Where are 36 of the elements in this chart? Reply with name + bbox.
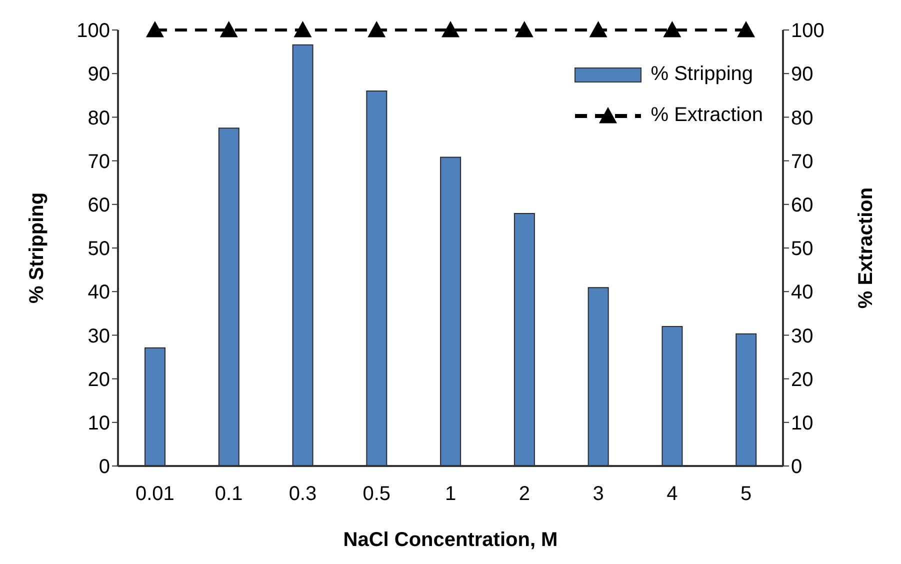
x-tick-label: 0.1 xyxy=(214,483,243,506)
x-tick-label: 4 xyxy=(666,483,678,506)
y-tick-label: 80 xyxy=(88,107,110,130)
y2-tick-label: 0 xyxy=(791,456,802,478)
x-tick-label: 0.01 xyxy=(135,483,174,506)
y2-tick-label: 10 xyxy=(791,412,814,434)
y2-tick-label: 90 xyxy=(791,64,814,86)
x-tick-label: 1 xyxy=(444,483,456,506)
x-tick-label: 0.3 xyxy=(288,483,317,506)
y-tick-label: 30 xyxy=(88,325,110,348)
x-tick-label: 0.5 xyxy=(362,483,391,506)
y-tick-label: 60 xyxy=(88,194,110,216)
y2-tick-label: 50 xyxy=(791,238,814,260)
y-axis-title: % Stripping xyxy=(26,192,48,304)
y-tick-label: 100 xyxy=(76,20,110,42)
y-tick-label: 20 xyxy=(88,368,110,391)
y-tick-label: 90 xyxy=(88,64,110,86)
y-tick-label: 70 xyxy=(88,150,110,173)
y-tick-label: 40 xyxy=(88,282,110,304)
y2-tick-label: 20 xyxy=(791,368,814,391)
y-tick-label: 50 xyxy=(88,238,110,260)
y2-tick-label: 30 xyxy=(791,325,814,348)
y2-tick-label: 60 xyxy=(791,194,814,216)
y2-axis-title: % Extraction xyxy=(855,187,878,309)
x-tick-label: 2 xyxy=(518,483,530,506)
legend-label: % Stripping xyxy=(650,63,754,86)
y2-tick-label: 100 xyxy=(791,20,824,42)
legend-label: % Extraction xyxy=(650,104,763,127)
x-axis-title: NaCl Concentration, M xyxy=(343,529,558,551)
y2-tick-label: 70 xyxy=(791,150,814,173)
y2-tick-label: 80 xyxy=(791,107,814,130)
x-tick-label: 5 xyxy=(740,483,752,506)
y-tick-label: 0 xyxy=(98,456,110,478)
x-tick-label: 3 xyxy=(592,483,604,506)
y-tick-label: 10 xyxy=(88,412,110,434)
y2-tick-label: 40 xyxy=(791,282,814,304)
